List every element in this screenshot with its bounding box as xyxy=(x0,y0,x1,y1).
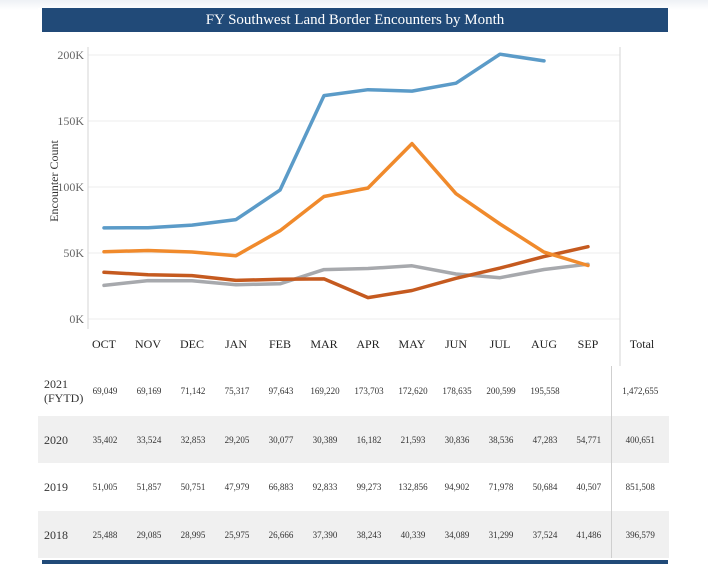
total-cell: 396,579 xyxy=(610,511,669,558)
series-line-2019 xyxy=(102,141,590,268)
table-cell: 30,389 xyxy=(303,416,347,463)
line-chart: 0K 50K 100K 150K 200K OCT NOV DEC JAN FEB MAR APR M… xyxy=(47,47,655,366)
table-cell: 50,751 xyxy=(180,482,206,492)
table-cell: 172,620 xyxy=(398,386,428,396)
table-cell: 30,077 xyxy=(259,416,303,463)
x-tick-label: JUN xyxy=(445,337,467,351)
x-tick-label: OCT xyxy=(92,337,117,351)
year-label-line: (FYTD) xyxy=(44,391,84,405)
table-cell: 51,857 xyxy=(136,482,162,492)
table-row: 2019 51,005 51,857 50,751 47,979 66,883 92,833… xyxy=(38,463,669,511)
table-cell: 37,390 xyxy=(303,511,347,558)
table-cell: 200,599 xyxy=(486,386,516,396)
row-year-label: 2018 xyxy=(38,511,83,558)
table-cell: 40,507 xyxy=(576,482,602,492)
table-cell: 169,220 xyxy=(310,386,340,396)
x-tick-label: MAY xyxy=(399,337,426,351)
table-cell: 71,142 xyxy=(180,386,206,396)
table-cell: 66,883 xyxy=(268,482,294,492)
table-cell: 132,856 xyxy=(398,482,428,492)
row-year-label: 2020 xyxy=(38,416,83,463)
table-cell: 92,833 xyxy=(312,482,338,492)
x-tick-label: JAN xyxy=(225,337,247,351)
table-cell: 38,536 xyxy=(479,416,523,463)
table-cell: 69,049 xyxy=(92,386,118,396)
y-tick-label: 150K xyxy=(57,114,84,128)
table-row: 2018 25,488 29,085 28,995 25,975 26,666 37,390… xyxy=(38,511,669,558)
table-cell: 51,005 xyxy=(92,482,118,492)
series-line-2018 xyxy=(102,262,590,288)
table-cell: 26,666 xyxy=(259,511,303,558)
table-cell: 31,299 xyxy=(479,511,523,558)
table-cell: 75,317 xyxy=(224,386,250,396)
year-label-line: 2020 xyxy=(44,432,68,447)
y-axis-label: Encounter Count xyxy=(47,140,61,222)
x-tick-label: DEC xyxy=(180,337,204,351)
table-cell: 50,684 xyxy=(532,482,558,492)
chart-panel xyxy=(38,8,669,564)
table-cell: 71,978 xyxy=(488,482,514,492)
x-tick-label: SEP xyxy=(578,337,599,351)
total-header: Total xyxy=(630,337,655,351)
table-cell: 16,182 xyxy=(347,416,391,463)
table-cell: 173,703 xyxy=(354,386,384,396)
table-cell: 21,593 xyxy=(391,416,435,463)
table-cell: 30,836 xyxy=(435,416,479,463)
total-cell: 851,508 xyxy=(610,463,669,511)
row-year-label: 2021 (FYTD) xyxy=(38,366,83,416)
series-line-2020 xyxy=(102,244,590,300)
table-cell: 38,243 xyxy=(347,511,391,558)
table-row: 2021 (FYTD) 69,049 69,169 71,142 75,317 97,643… xyxy=(38,366,669,416)
total-cell: 1,472,655 xyxy=(610,366,669,416)
bottom-bar xyxy=(42,560,668,564)
x-tick-label: NOV xyxy=(135,337,161,351)
table-cell: 28,995 xyxy=(171,511,215,558)
y-tick-label: 0K xyxy=(69,312,84,326)
table-row: 2020 35,402 33,524 32,853 29,205 30,077 30,389… xyxy=(38,416,669,463)
table-cell: 37,524 xyxy=(523,511,567,558)
table-cell: 40,339 xyxy=(391,511,435,558)
table-cell: 34,089 xyxy=(435,511,479,558)
x-tick-label: AUG xyxy=(531,337,557,351)
table-cell xyxy=(567,366,611,416)
data-table: 2021 (FYTD) 69,049 69,169 71,142 75,317 97,643… xyxy=(38,366,669,558)
x-tick-label: JUL xyxy=(490,337,511,351)
table-cell: 195,558 xyxy=(530,386,560,396)
table-cell: 94,902 xyxy=(444,482,470,492)
table-cell: 99,273 xyxy=(356,482,382,492)
total-cell: 400,651 xyxy=(610,416,669,463)
table-cell: 25,488 xyxy=(83,511,127,558)
y-tick-label: 50K xyxy=(63,246,84,260)
year-label-line: 2019 xyxy=(44,480,68,494)
series-line-2021-fytd xyxy=(102,52,546,230)
table-cell: 69,169 xyxy=(136,386,162,396)
table-cell: 47,979 xyxy=(224,482,250,492)
table-cell: 29,085 xyxy=(127,511,171,558)
table-cell: 35,402 xyxy=(83,416,127,463)
table-cell: 33,524 xyxy=(127,416,171,463)
year-label-line: 2018 xyxy=(44,527,68,542)
table-cell: 47,283 xyxy=(523,416,567,463)
y-tick-label: 100K xyxy=(57,180,84,194)
table-cell: 97,643 xyxy=(268,386,294,396)
table-cell: 25,975 xyxy=(215,511,259,558)
table-cell: 178,635 xyxy=(442,386,472,396)
y-tick-label: 200K xyxy=(57,48,84,62)
year-label-line: 2021 xyxy=(44,377,68,391)
table-cell: 54,771 xyxy=(567,416,611,463)
x-axis-months: OCT NOV DEC JAN FEB MAR APR MAY JUN JUL AUG SEP Tota… xyxy=(92,337,655,351)
y-axis-ticks: 0K 50K 100K 150K 200K xyxy=(57,48,84,326)
table-cell: 32,853 xyxy=(171,416,215,463)
x-tick-label: APR xyxy=(356,337,379,351)
table-cell: 29,205 xyxy=(215,416,259,463)
row-year-label: 2019 xyxy=(38,463,83,511)
table-cell: 41,486 xyxy=(567,511,611,558)
x-tick-label: FEB xyxy=(269,337,291,351)
x-tick-label: MAR xyxy=(310,337,337,351)
gridlines xyxy=(87,47,621,366)
series-lines xyxy=(102,52,590,300)
chart-title: FY Southwest Land Border Encounters by M… xyxy=(42,8,668,32)
